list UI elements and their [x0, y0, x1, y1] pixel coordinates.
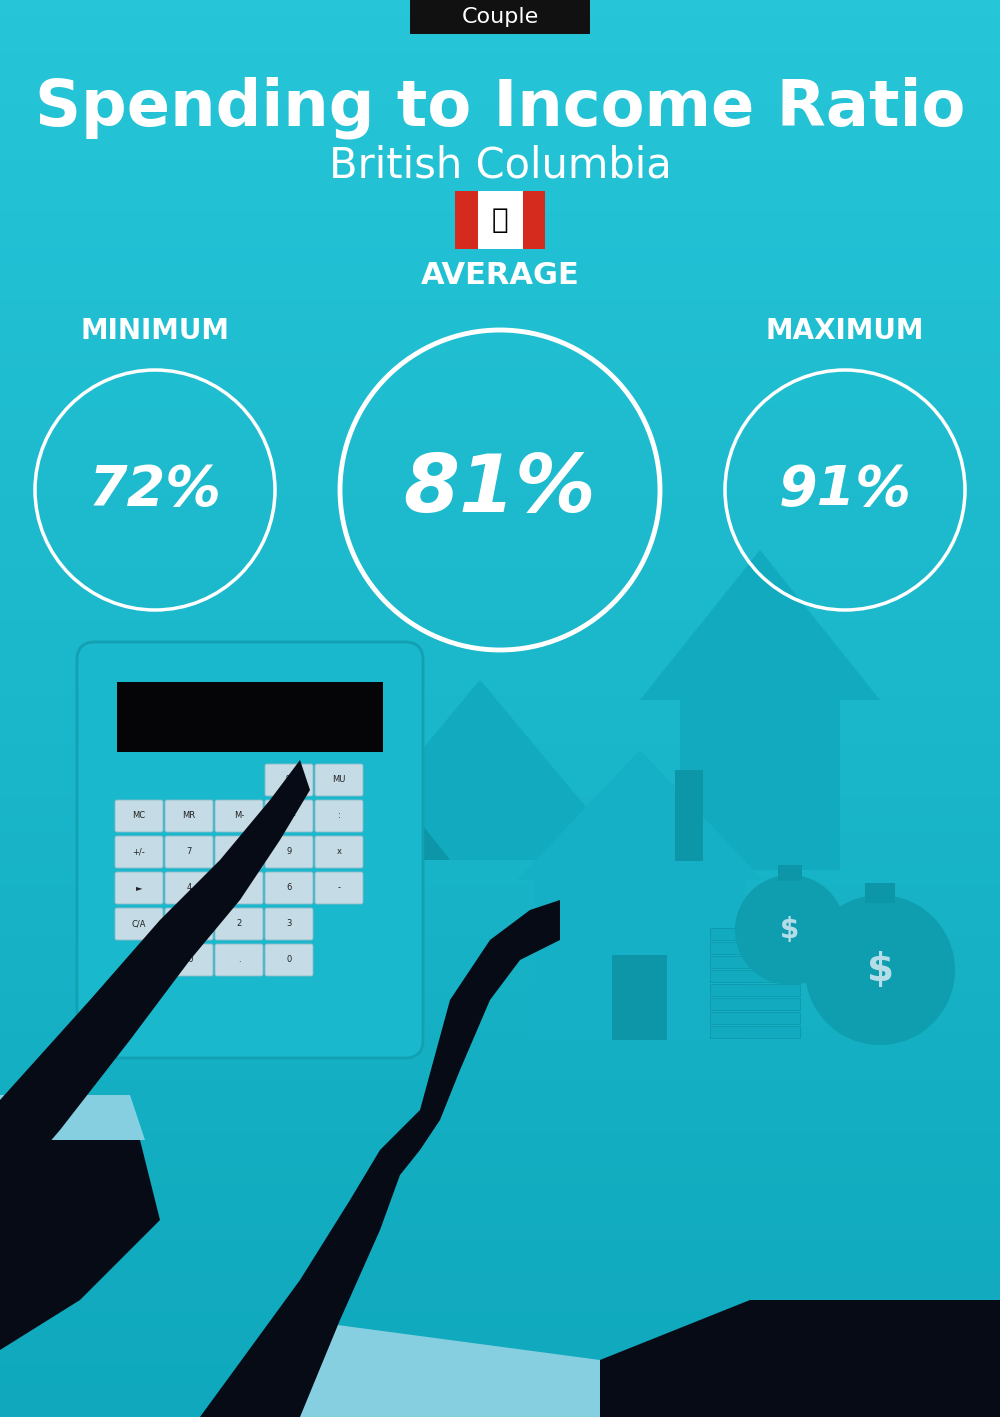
Text: 4: 4 — [186, 884, 192, 893]
Text: 9: 9 — [286, 847, 292, 856]
FancyBboxPatch shape — [165, 908, 213, 939]
Text: MAXIMUM: MAXIMUM — [766, 317, 924, 344]
Text: 2: 2 — [236, 920, 242, 928]
Bar — [455, 191, 545, 249]
Text: 7: 7 — [186, 847, 192, 856]
Text: 3: 3 — [286, 920, 292, 928]
Text: %: % — [285, 775, 293, 785]
Text: 91%: 91% — [779, 463, 911, 517]
Bar — [710, 983, 800, 996]
Text: 81%: 81% — [404, 451, 596, 529]
FancyBboxPatch shape — [215, 836, 263, 869]
FancyBboxPatch shape — [265, 944, 313, 976]
Text: $: $ — [866, 951, 894, 989]
Text: x: x — [336, 847, 342, 856]
Text: MR: MR — [182, 812, 196, 820]
Polygon shape — [330, 680, 630, 860]
Bar — [117, 682, 383, 752]
Text: 5: 5 — [236, 884, 242, 893]
FancyBboxPatch shape — [315, 836, 363, 869]
FancyBboxPatch shape — [115, 836, 163, 869]
Polygon shape — [0, 1095, 145, 1141]
Bar — [455, 191, 478, 249]
FancyBboxPatch shape — [215, 908, 263, 939]
Polygon shape — [200, 900, 560, 1417]
FancyBboxPatch shape — [215, 944, 263, 976]
Ellipse shape — [735, 876, 845, 985]
Bar — [778, 864, 802, 881]
Polygon shape — [640, 550, 880, 870]
Bar — [535, 880, 745, 1040]
Text: +/-: +/- — [133, 847, 145, 856]
Bar — [710, 971, 800, 982]
FancyBboxPatch shape — [115, 908, 163, 939]
Text: Couple: Couple — [461, 7, 539, 27]
Text: M+: M+ — [282, 812, 296, 820]
Polygon shape — [0, 760, 310, 1200]
Polygon shape — [517, 750, 763, 880]
Text: :: : — [338, 812, 340, 820]
FancyBboxPatch shape — [77, 642, 423, 1058]
Bar — [710, 998, 800, 1010]
Bar — [710, 1026, 800, 1039]
Bar — [675, 769, 703, 860]
Text: .: . — [238, 955, 240, 965]
Text: 8: 8 — [236, 847, 242, 856]
Text: 6: 6 — [286, 884, 292, 893]
FancyBboxPatch shape — [215, 871, 263, 904]
Text: MC: MC — [132, 812, 146, 820]
Text: 1: 1 — [186, 920, 192, 928]
Text: $: $ — [780, 915, 800, 944]
FancyBboxPatch shape — [265, 836, 313, 869]
Text: -: - — [338, 884, 340, 893]
Text: British Columbia: British Columbia — [329, 145, 671, 186]
FancyBboxPatch shape — [165, 836, 213, 869]
Text: Spending to Income Ratio: Spending to Income Ratio — [35, 77, 965, 139]
Text: ►: ► — [136, 884, 142, 893]
FancyBboxPatch shape — [215, 801, 263, 832]
Polygon shape — [230, 720, 450, 860]
Text: M-: M- — [234, 812, 244, 820]
Text: 00: 00 — [184, 955, 194, 965]
Bar — [710, 1012, 800, 1024]
Bar — [522, 191, 545, 249]
Text: 🍁: 🍁 — [492, 205, 508, 234]
Bar — [612, 955, 667, 1040]
FancyBboxPatch shape — [265, 801, 313, 832]
Text: MU: MU — [332, 775, 346, 785]
FancyBboxPatch shape — [265, 764, 313, 796]
Text: 72%: 72% — [89, 463, 221, 517]
Bar — [410, 0, 590, 34]
Text: C/A: C/A — [132, 920, 146, 928]
Polygon shape — [600, 1299, 1000, 1417]
FancyBboxPatch shape — [315, 801, 363, 832]
Text: AVERAGE: AVERAGE — [421, 261, 579, 290]
Text: MINIMUM: MINIMUM — [80, 317, 230, 344]
Ellipse shape — [805, 896, 955, 1044]
Polygon shape — [0, 1141, 160, 1350]
FancyBboxPatch shape — [165, 871, 213, 904]
FancyBboxPatch shape — [165, 801, 213, 832]
Bar — [865, 883, 895, 903]
FancyBboxPatch shape — [315, 764, 363, 796]
Bar — [710, 928, 800, 939]
FancyBboxPatch shape — [265, 871, 313, 904]
Polygon shape — [230, 1321, 600, 1417]
Bar — [710, 956, 800, 968]
Bar — [710, 942, 800, 954]
FancyBboxPatch shape — [265, 908, 313, 939]
FancyBboxPatch shape — [315, 871, 363, 904]
FancyBboxPatch shape — [115, 871, 163, 904]
FancyBboxPatch shape — [115, 801, 163, 832]
FancyBboxPatch shape — [165, 944, 213, 976]
Text: 0: 0 — [286, 955, 292, 965]
